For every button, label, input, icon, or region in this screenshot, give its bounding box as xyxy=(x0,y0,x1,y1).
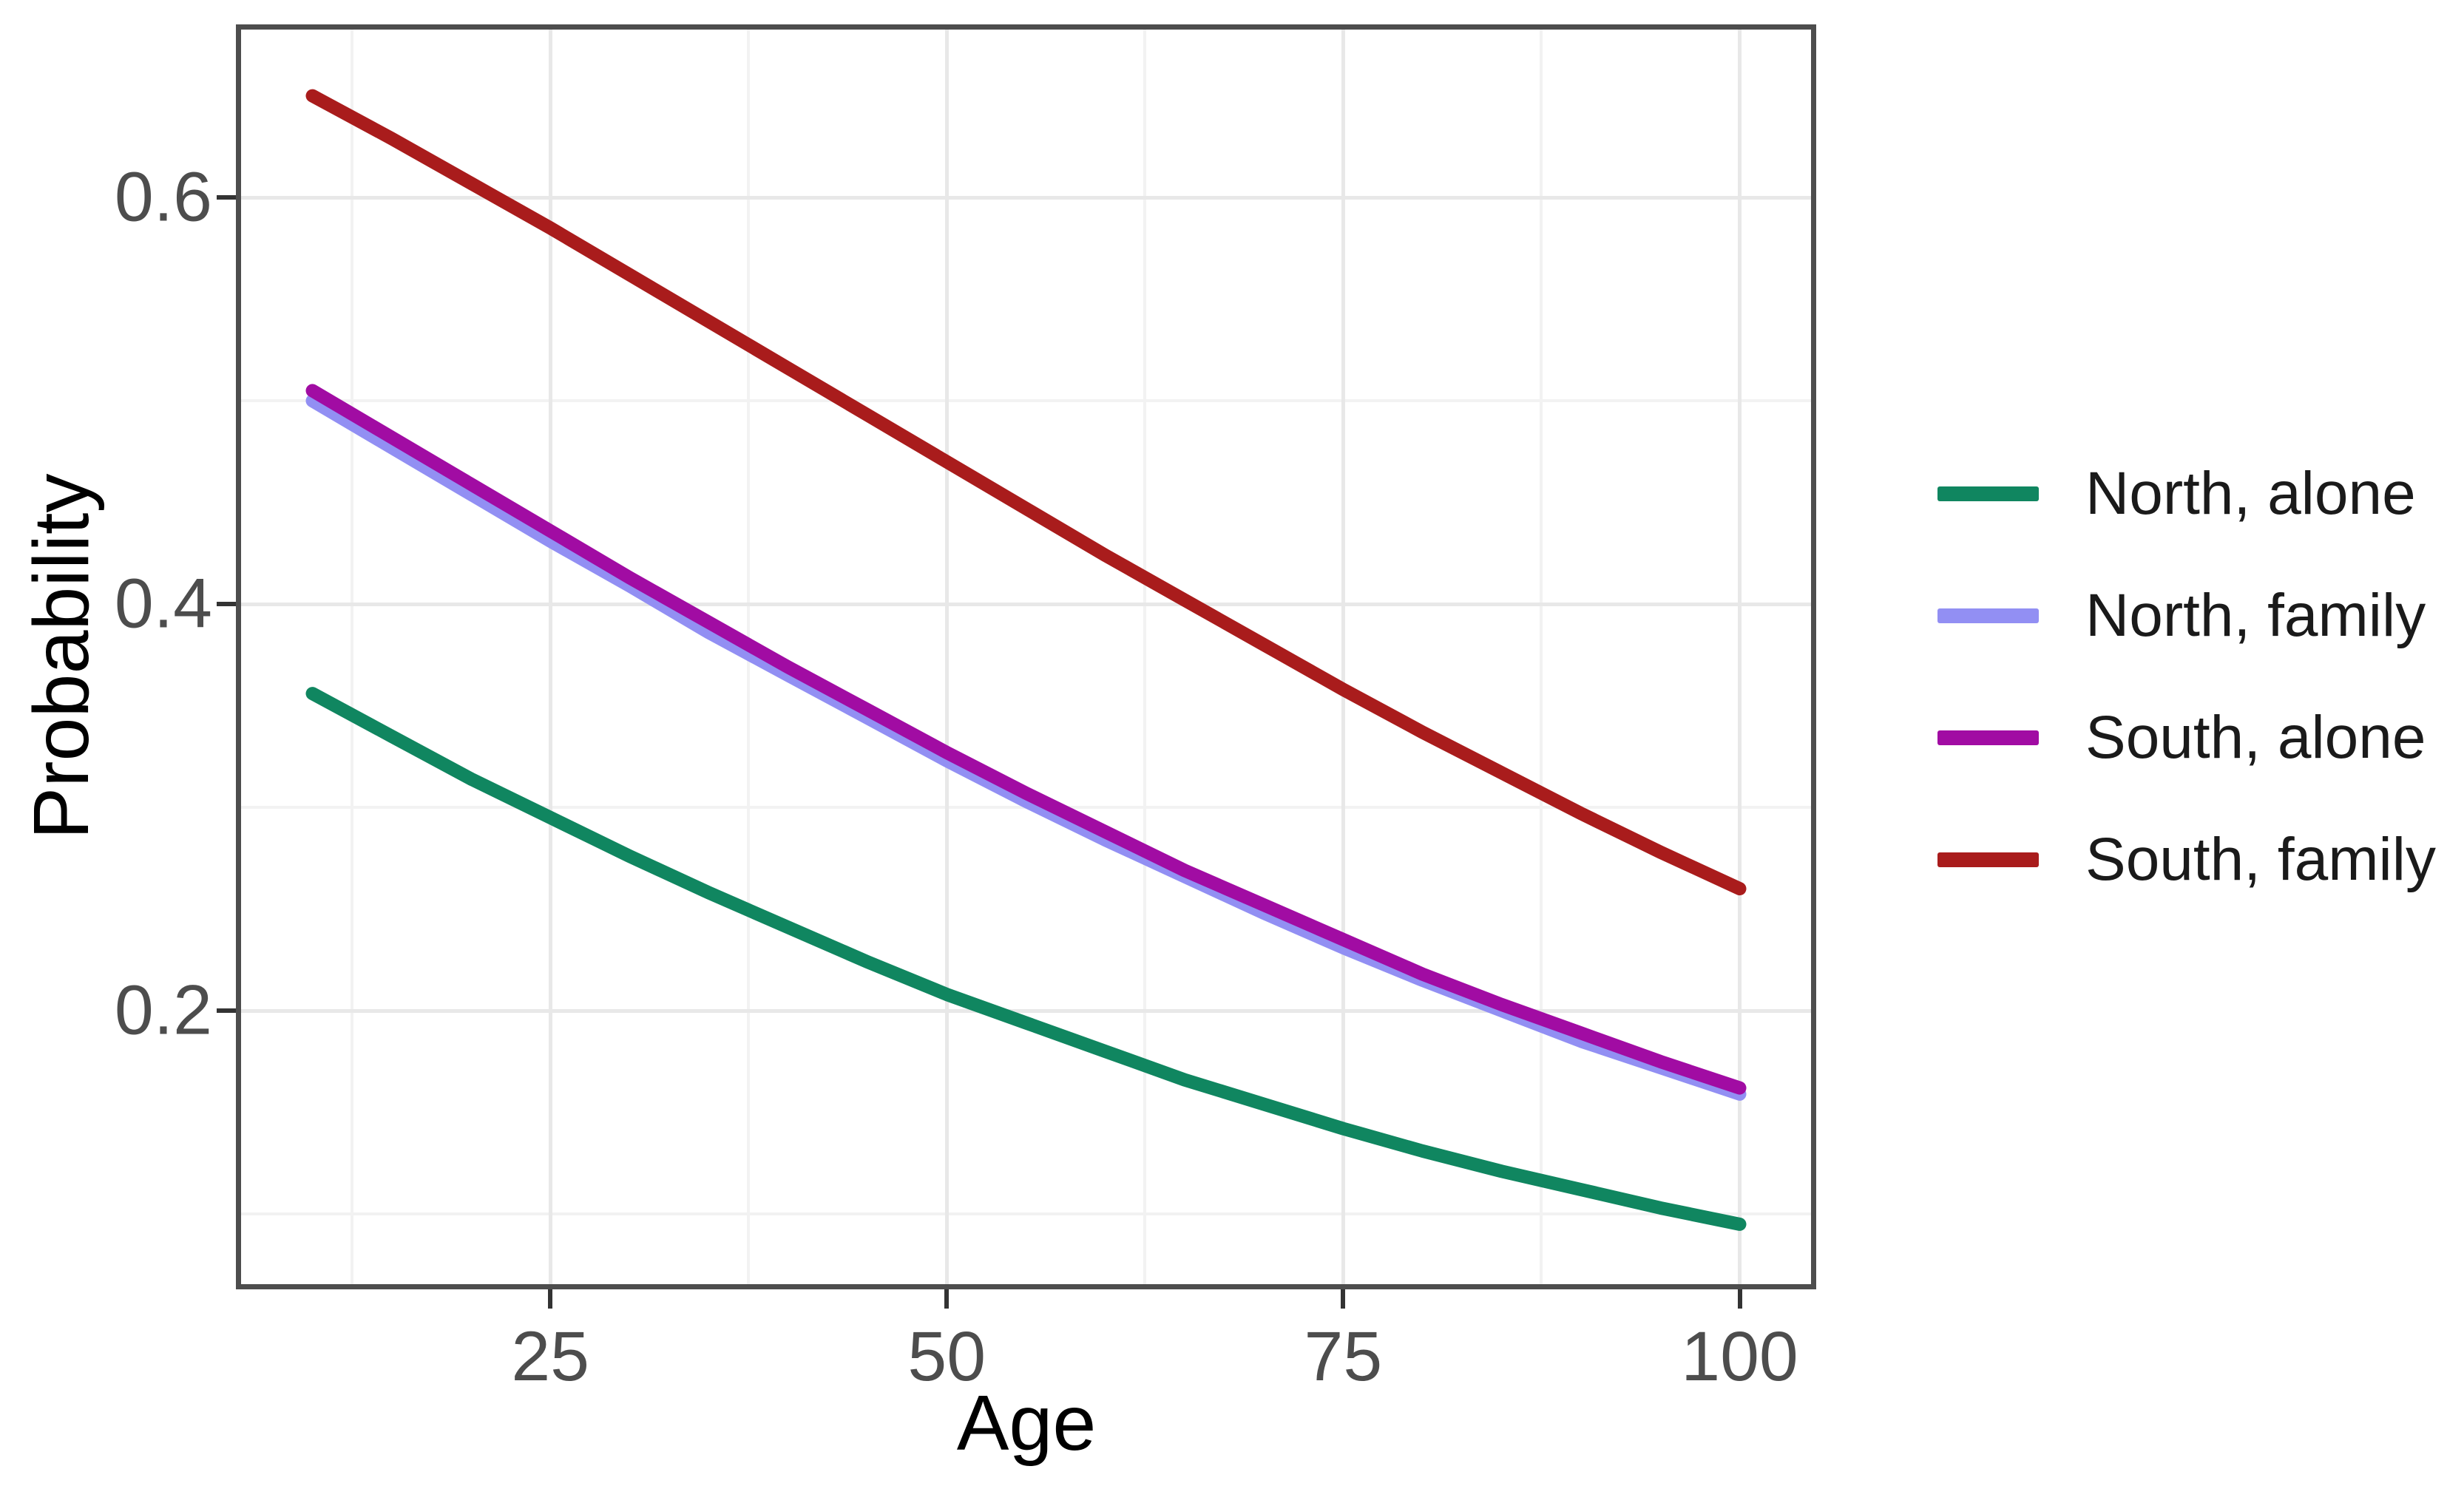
legend-key-line xyxy=(1937,608,2039,623)
v-gridline xyxy=(1341,30,1345,1284)
x-tick-mark xyxy=(1737,1289,1742,1309)
h-gridline xyxy=(241,1212,1811,1216)
x-tick-label: 100 xyxy=(1681,1317,1798,1396)
y-tick-label: 0.2 xyxy=(114,971,212,1050)
legend-key-line xyxy=(1937,486,2039,501)
x-tick-mark xyxy=(1341,1289,1346,1309)
y-tick-mark xyxy=(217,602,236,607)
legend-item: North, alone xyxy=(1937,461,2436,527)
x-tick-label: 25 xyxy=(511,1317,589,1396)
legend-key-line xyxy=(1937,730,2039,745)
legend-item: South, family xyxy=(1937,827,2436,893)
v-gridline xyxy=(944,30,949,1284)
legend-label: South, alone xyxy=(2085,704,2426,771)
series-line-south-alone xyxy=(305,384,1747,1095)
series-line-north-alone xyxy=(305,687,1747,1231)
y-tick-mark xyxy=(217,195,236,200)
x-tick-label: 50 xyxy=(907,1317,986,1396)
legend-item: South, alone xyxy=(1937,705,2436,771)
y-axis-title: Probability xyxy=(18,473,105,840)
h-gridline xyxy=(241,399,1811,403)
legend-label: South, family xyxy=(2085,826,2436,893)
v-gridline xyxy=(1143,30,1147,1284)
series-line-south-family xyxy=(305,89,1747,896)
v-gridline xyxy=(548,30,552,1284)
v-gridline xyxy=(1738,30,1742,1284)
chart-lines xyxy=(305,89,1747,1231)
legend-label: North, alone xyxy=(2085,460,2416,527)
x-tick-mark xyxy=(548,1289,553,1309)
x-tick-label: 75 xyxy=(1304,1317,1383,1396)
x-axis-title: Age xyxy=(956,1380,1097,1467)
legend-item: North, family xyxy=(1937,583,2436,649)
h-gridline xyxy=(241,602,1811,606)
y-tick-mark xyxy=(217,1008,236,1014)
plot-panel xyxy=(241,30,1811,1284)
legend-label: North, family xyxy=(2085,582,2426,649)
y-tick-label: 0.4 xyxy=(114,564,212,643)
h-gridline xyxy=(241,1008,1811,1013)
legend: North, alone North, family South, alone … xyxy=(1937,461,2436,949)
x-tick-mark xyxy=(944,1289,950,1309)
legend-key-line xyxy=(1937,852,2039,867)
h-gridline xyxy=(241,195,1811,200)
v-gridline xyxy=(1540,30,1543,1284)
y-tick-label: 0.6 xyxy=(114,157,212,237)
v-gridline xyxy=(351,30,354,1284)
